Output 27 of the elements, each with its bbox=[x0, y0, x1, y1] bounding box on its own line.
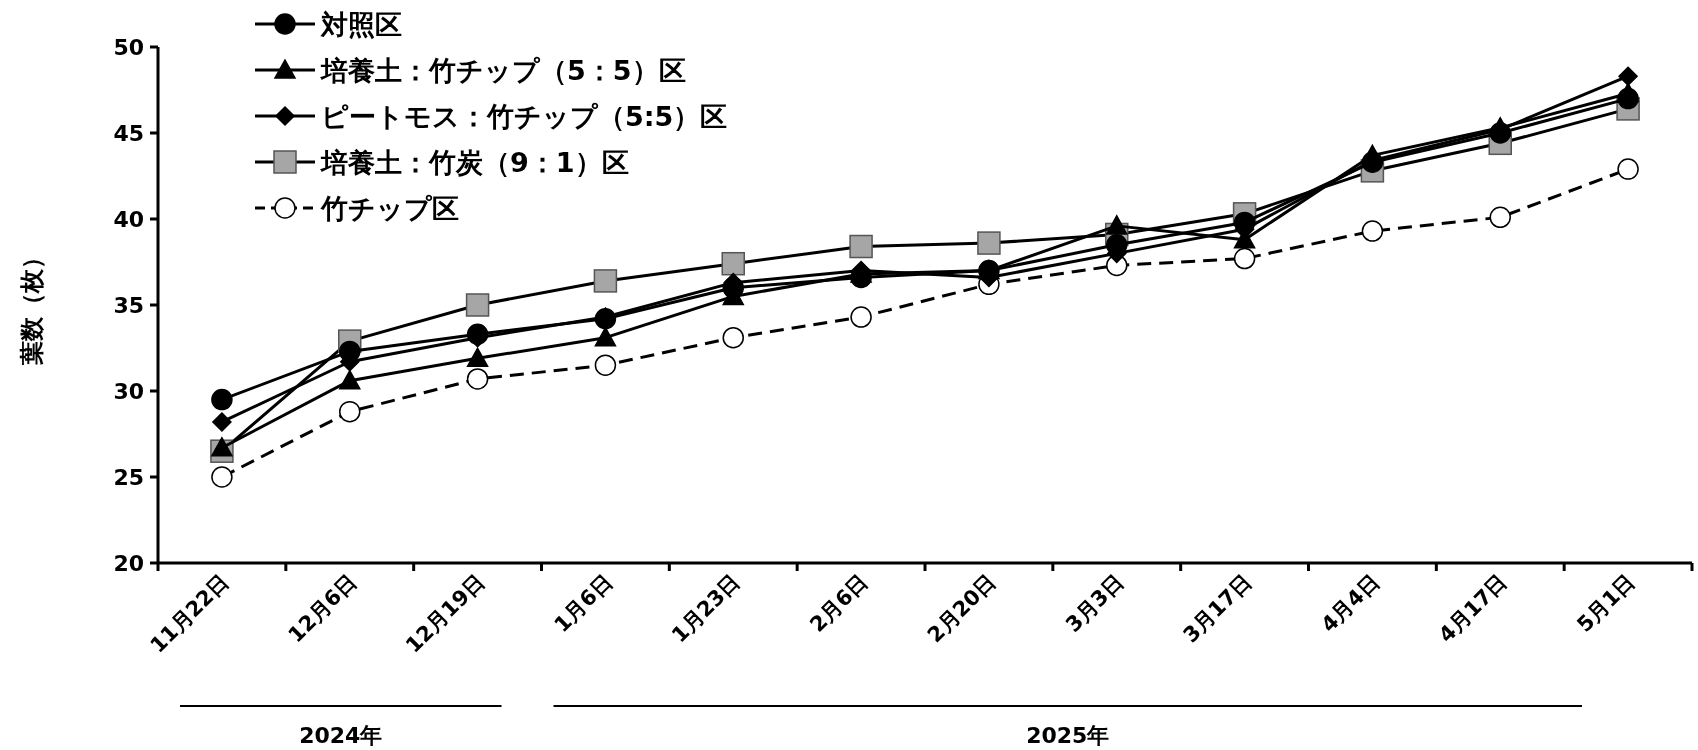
x-tick-label: 12月19日 bbox=[401, 569, 490, 658]
legend-label: 培養土：竹チップ（5：5）区 bbox=[319, 55, 686, 86]
x-tick-label: 4月4日 bbox=[1316, 569, 1384, 637]
x-tick-label: 2月20日 bbox=[922, 569, 1001, 648]
x-tick-label: 4月17日 bbox=[1434, 569, 1512, 648]
legend-label: 竹チップ区 bbox=[320, 193, 459, 224]
x-tick-label: 5月1日 bbox=[1572, 569, 1640, 637]
y-tick-label: 30 bbox=[113, 379, 144, 404]
y-tick-label: 35 bbox=[113, 293, 144, 318]
y-axis-title: 葉数（枚） bbox=[18, 245, 46, 366]
x-tick-label: 3月3日 bbox=[1060, 569, 1129, 637]
x-tick-label: 2月6日 bbox=[805, 569, 873, 637]
x-tick-label: 1月6日 bbox=[549, 569, 617, 637]
text: 2025年 bbox=[1026, 723, 1110, 748]
x-tick-label: 12月6日 bbox=[283, 569, 362, 648]
text: 2024年 bbox=[299, 723, 383, 748]
x-tick-label: 1月23日 bbox=[667, 569, 745, 648]
x-tick-label: 11月22日 bbox=[145, 569, 234, 658]
legend-label: 対照区 bbox=[320, 9, 402, 40]
y-tick-label: 45 bbox=[113, 121, 144, 146]
y-tick-label: 25 bbox=[113, 465, 144, 490]
legend-label: ピートモス：竹チップ（5:5）区 bbox=[321, 101, 728, 132]
y-tick-label: 50 bbox=[113, 35, 144, 60]
x-tick-label: 3月17日 bbox=[1178, 569, 1257, 648]
y-tick-label: 40 bbox=[113, 207, 144, 232]
y-tick-label: 20 bbox=[113, 551, 144, 576]
legend-label: 培養土：竹炭（9：1）区 bbox=[319, 147, 629, 178]
